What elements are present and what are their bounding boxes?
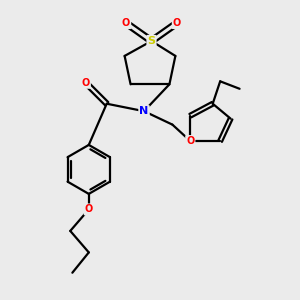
Text: S: S xyxy=(148,36,155,46)
Text: O: O xyxy=(122,18,130,28)
Text: N: N xyxy=(140,106,149,116)
Text: O: O xyxy=(82,78,90,88)
Text: O: O xyxy=(173,18,181,28)
Text: O: O xyxy=(85,204,93,214)
Text: O: O xyxy=(186,136,194,146)
